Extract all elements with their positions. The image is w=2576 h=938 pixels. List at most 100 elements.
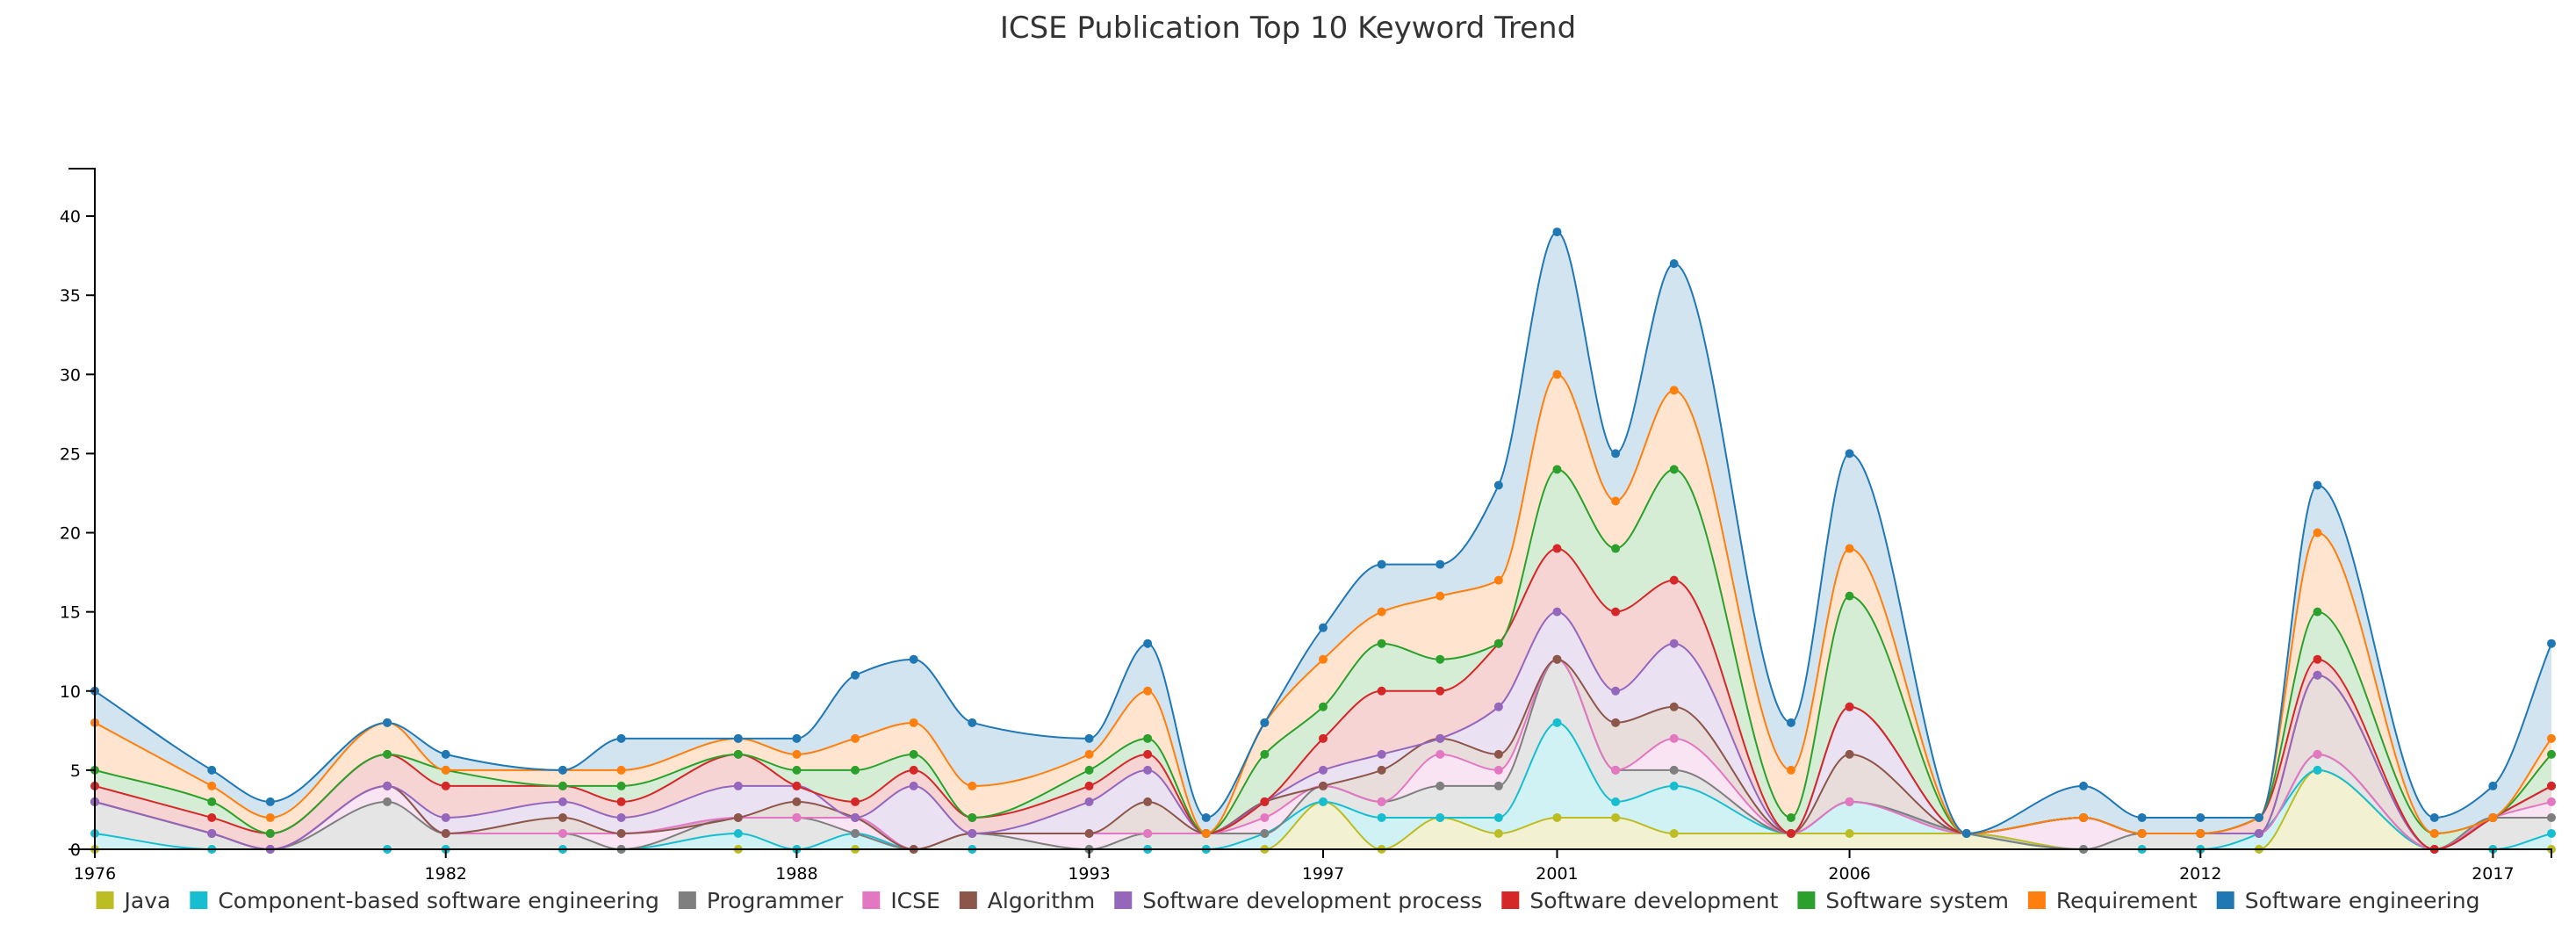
point-software-development-process-1981	[383, 781, 392, 790]
point-requirement-1999	[1436, 591, 1445, 601]
point-software-development-2018	[2547, 781, 2556, 790]
legend-swatch-component-based-software-engineering	[190, 891, 208, 909]
legend-item-software-development-process[interactable]: Software development process	[1114, 888, 1482, 913]
legend-item-java[interactable]: Java	[96, 888, 171, 913]
point-software-engineering-1989	[851, 670, 860, 680]
point-requirement-2002	[1611, 496, 1621, 506]
point-programmer-2018	[2547, 812, 2556, 822]
area-layers	[95, 232, 2551, 849]
legend-item-software-development[interactable]: Software development	[1501, 888, 1779, 913]
legend-swatch-icse	[862, 891, 881, 909]
point-software-engineering-1998	[1377, 559, 1386, 569]
point-software-engineering-1993	[1084, 733, 1094, 743]
point-software-system-1993	[1084, 765, 1094, 775]
point-software-engineering-1988	[792, 733, 802, 743]
point-component-based-software-engineering-2014	[2313, 765, 2322, 775]
point-software-development-2001	[1552, 544, 1562, 553]
legend-label-component-based-software-engineering: Component-based software engineering	[218, 888, 658, 913]
area-software-development	[95, 548, 2551, 849]
legend-label-programmer: Programmer	[707, 888, 844, 913]
point-software-development-process-1994	[1143, 765, 1153, 775]
chart-title: ICSE Publication Top 10 Keyword Trend	[999, 11, 1577, 46]
point-programmer-2000	[1493, 781, 1503, 790]
point-requirement-2000	[1493, 575, 1503, 585]
point-icse-1994	[1143, 828, 1153, 838]
legend-label-algorithm: Algorithm	[988, 888, 1095, 913]
point-software-development-process-2002	[1611, 686, 1621, 696]
point-software-engineering-2013	[2254, 812, 2263, 822]
point-software-engineering-1991	[968, 718, 977, 727]
y-tick-label: 10	[60, 682, 81, 702]
point-software-development-1982	[441, 781, 450, 790]
point-requirement-2011	[2137, 828, 2147, 838]
point-algorithm-1982	[441, 828, 450, 838]
point-software-system-2005	[1786, 812, 1795, 822]
point-software-engineering-1996	[1260, 718, 1270, 727]
point-java-2003	[1669, 828, 1679, 838]
point-software-engineering-2010	[2079, 781, 2089, 790]
legend-swatch-software-system	[1797, 891, 1816, 909]
point-software-development-1993	[1084, 781, 1094, 790]
point-software-system-1997	[1319, 702, 1328, 711]
legend-label-software-development: Software development	[1529, 888, 1778, 913]
point-algorithm-2003	[1669, 702, 1679, 711]
point-algorithm-1988	[792, 797, 802, 806]
legend-item-algorithm[interactable]: Algorithm	[959, 888, 1095, 913]
legend-swatch-software-development-process	[1114, 891, 1133, 909]
y-tick-label: 40	[60, 207, 81, 227]
point-software-engineering-1987	[733, 733, 743, 743]
point-component-based-software-engineering-1997	[1319, 797, 1328, 806]
point-component-based-software-engineering-2018	[2547, 828, 2556, 838]
point-software-development-process-1999	[1436, 733, 1445, 743]
point-algorithm-2006	[1845, 749, 1854, 759]
point-software-development-1989	[851, 797, 860, 806]
point-software-development-1978	[207, 812, 217, 822]
point-java-2006	[1845, 828, 1854, 838]
legend-item-component-based-software-engineering[interactable]: Component-based software engineering	[190, 888, 659, 913]
point-algorithm-2002	[1611, 718, 1621, 727]
area-programmer	[95, 659, 2551, 849]
legend-item-software-engineering[interactable]: Software engineering	[2216, 888, 2480, 913]
point-software-development-2003	[1669, 575, 1679, 585]
point-component-based-software-engineering-2003	[1669, 781, 1679, 790]
point-software-system-2002	[1611, 544, 1621, 553]
point-component-based-software-engineering-1998	[1377, 812, 1386, 822]
point-requirement-1993	[1084, 749, 1094, 759]
point-software-system-1985	[616, 781, 626, 790]
point-software-development-1996	[1260, 797, 1270, 806]
legend-item-programmer[interactable]: Programmer	[678, 888, 844, 913]
point-software-system-1999	[1436, 654, 1445, 664]
point-software-engineering-2011	[2137, 812, 2147, 822]
x-tick-label: 2006	[1828, 864, 1870, 884]
point-software-engineering-1997	[1319, 623, 1328, 632]
point-software-engineering-1995	[1201, 812, 1211, 822]
point-software-system-1994	[1143, 733, 1153, 743]
point-requirement-2001	[1552, 370, 1562, 379]
point-software-development-process-2013	[2254, 828, 2263, 838]
point-software-development-2005	[1786, 828, 1795, 838]
point-icse-1999	[1436, 749, 1445, 759]
point-software-engineering-1984	[558, 765, 567, 775]
legend-item-requirement[interactable]: Requirement	[2027, 888, 2198, 913]
point-software-development-1988	[792, 781, 802, 790]
point-software-system-1979	[265, 828, 275, 838]
point-java-2000	[1493, 828, 1503, 838]
point-software-engineering-2017	[2488, 781, 2498, 790]
point-icse-1998	[1377, 797, 1386, 806]
point-icse-1984	[558, 828, 567, 838]
legend-item-software-system[interactable]: Software system	[1797, 888, 2009, 913]
axes: 0 5 10 15 20 25 30 35 40 1976 1982 1988 1993 1997 2001…	[60, 168, 2552, 884]
point-software-system-1984	[558, 781, 567, 790]
legend[interactable]: Java Component-based software engineering…	[96, 888, 2480, 913]
point-icse-2014	[2313, 749, 2322, 759]
point-software-development-process-1985	[616, 812, 626, 822]
legend-item-icse[interactable]: ICSE	[862, 888, 940, 913]
point-software-engineering-2001	[1552, 227, 1562, 237]
point-software-system-2018	[2547, 749, 2556, 759]
point-software-system-1991	[968, 812, 977, 822]
point-software-engineering-2003	[1669, 259, 1679, 269]
point-software-development-process-1978	[207, 828, 217, 838]
point-software-development-process-1993	[1084, 797, 1094, 806]
point-algorithm-2000	[1493, 749, 1503, 759]
